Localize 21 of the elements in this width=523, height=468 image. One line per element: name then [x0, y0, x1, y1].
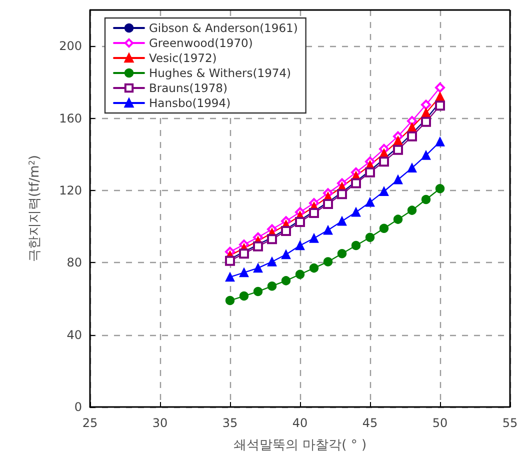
y-tick-label: 200 [59, 39, 82, 54]
x-tick-label: 50 [432, 416, 448, 430]
x-tick-label: 45 [362, 416, 378, 430]
y-tick-label: 160 [59, 111, 82, 126]
legend-label: Hughes & Withers(1974) [149, 66, 292, 80]
legend-label: Vesic(1972) [149, 51, 217, 65]
legend-label: Greenwood(1970) [149, 36, 253, 50]
x-tick-label: 25 [82, 416, 98, 430]
y-axis-title: 극한지지력(tf/m2) [28, 155, 42, 262]
y-tick-label: 80 [66, 256, 82, 270]
x-tick-label: 40 [292, 416, 308, 430]
legend-label: Gibson & Anderson(1961) [149, 21, 298, 35]
legend-label: Brauns(1978) [149, 81, 228, 95]
legend-label: Hansbo(1994) [149, 96, 231, 110]
x-tick-label: 30 [152, 416, 168, 430]
x-axis-title: 쇄석말뚝의 마찰각( ° ) [233, 438, 367, 453]
x-tick-label: 35 [222, 416, 238, 430]
x-tick-label: 55 [502, 416, 518, 430]
y-tick-label: 120 [59, 183, 82, 198]
y-tick-label: 0 [74, 400, 82, 414]
y-tick-label: 40 [66, 328, 82, 342]
